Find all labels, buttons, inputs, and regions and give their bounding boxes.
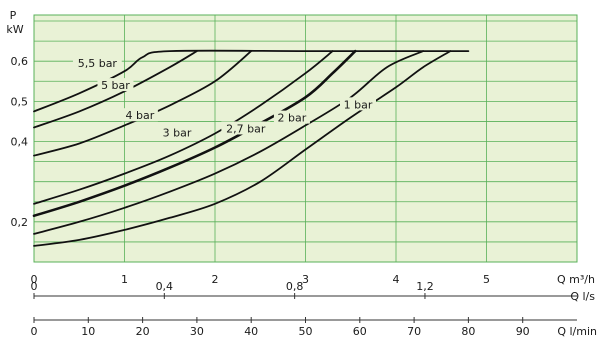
x-tick-label-lmin: 30: [190, 325, 204, 338]
curve-5-bar: [33, 50, 198, 129]
x-tick-label-lmin: 20: [136, 325, 150, 338]
x-tick-label-lmin: 60: [353, 325, 367, 338]
x-tick-label-lmin: 40: [244, 325, 258, 338]
x-tick-label-m3h: 0: [31, 273, 38, 286]
plot-border: [33, 14, 578, 263]
x-tick-label-m3h: 1: [121, 273, 128, 286]
y-unit-top: P: [10, 9, 17, 22]
x-tick-label-m3h: 4: [393, 273, 400, 286]
curve-label: 1 bar: [344, 98, 373, 111]
x-tick-label-lmin: 50: [299, 325, 313, 338]
y-unit-bottom: kW: [6, 23, 23, 36]
y-tick-label: 0,6: [11, 55, 29, 68]
curve-2-7-bar: [32, 49, 357, 218]
x-tick-label-m3h: 5: [483, 273, 490, 286]
x-tick-label-m3h: 2: [212, 273, 219, 286]
x-tick-label-lmin: 90: [516, 325, 530, 338]
curve-label: 4 bar: [126, 109, 155, 122]
curve-label-bg: [339, 97, 376, 111]
x-tick-label-ls: 1,2: [416, 280, 434, 293]
curve-label: 3 bar: [163, 126, 192, 139]
curve-label-bg: [158, 125, 195, 139]
x-unit-ls: Q l/s: [570, 290, 595, 303]
x-tick-label-ls: 0: [31, 280, 38, 293]
curve-2-bar: [33, 50, 424, 235]
x-tick-label-lmin: 10: [81, 325, 95, 338]
x-tick-label-ls: 0,8: [286, 280, 304, 293]
curve-5-5-bar: [33, 49, 470, 113]
y-tick-label: 0,5: [11, 95, 29, 108]
curve-label-bg: [121, 108, 158, 122]
power-curves: [32, 49, 470, 247]
y-axis: P kW 0,2 0,4 0,5 0,6: [6, 9, 28, 229]
curve-label-bg: [221, 121, 271, 135]
x-tick-label-m3h: 3: [302, 273, 309, 286]
curve-label-bg: [97, 78, 134, 92]
curve-1-bar: [33, 50, 452, 247]
y-tick-label: 0,2: [11, 216, 29, 229]
curve-label-bg: [273, 110, 310, 124]
x-tick-label-ls: 0,4: [156, 280, 174, 293]
x-axes: 0 1 2 3 4 5 Q m³/h 0 0,4 0,8 1,2 Q l/s 0 10 20 30 40 50 60…: [31, 273, 598, 338]
curve-label: 2,7 bar: [226, 122, 266, 135]
y-tick-label: 0,4: [11, 136, 29, 149]
x-unit-lmin: Q l/min: [557, 325, 597, 338]
curve-label: 2 bar: [278, 112, 307, 125]
curve-3-bar: [33, 50, 334, 205]
x-tick-label-lmin: 0: [31, 325, 38, 338]
curve-label: 5,5 bar: [78, 57, 118, 70]
x-tick-label-lmin: 70: [407, 325, 421, 338]
curve-label: 5 bar: [101, 79, 130, 92]
curve-labels: 5,5 bar 5 bar 4 bar 3 bar 2,7 bar 2 bar 1 bar: [72, 55, 376, 139]
curve-label-bg: [72, 55, 122, 69]
x-unit-m3h: Q m³/h: [557, 273, 595, 286]
x-tick-label-lmin: 80: [461, 325, 475, 338]
